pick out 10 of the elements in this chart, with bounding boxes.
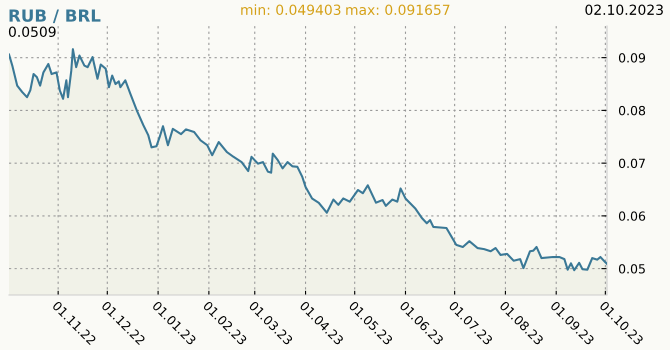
chart-title: RUB / BRL: [10, 9, 100, 24]
y-tick-label: 0.06: [618, 211, 646, 221]
y-tick-label: 0.09: [618, 53, 646, 63]
text: max: 0.091657: [346, 4, 450, 16]
annotation: 0.0509: [8, 26, 56, 38]
y-tick-label: 0.05: [618, 264, 645, 274]
text: min: 0.049403: [241, 4, 340, 16]
text: 02.10.2023: [585, 4, 663, 16]
y-tick-label: 0.08: [618, 106, 646, 116]
y-tick-label: 0.07: [618, 158, 645, 168]
